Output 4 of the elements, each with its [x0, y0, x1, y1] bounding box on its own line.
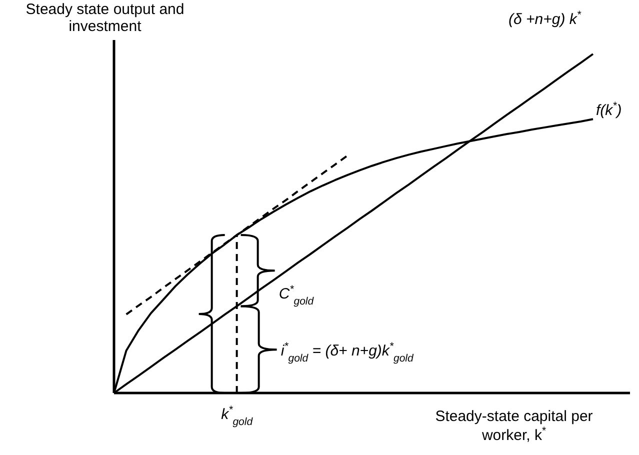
x-axis-title: Steady-state capital per worker, k$^{*}$ [435, 408, 593, 444]
y-axis-title: Steady state output and investment [26, 1, 184, 35]
series-label: f(k$^{*}$) [596, 100, 622, 120]
series-label: (δ +n+g) k$^{*}$ [508, 9, 582, 28]
